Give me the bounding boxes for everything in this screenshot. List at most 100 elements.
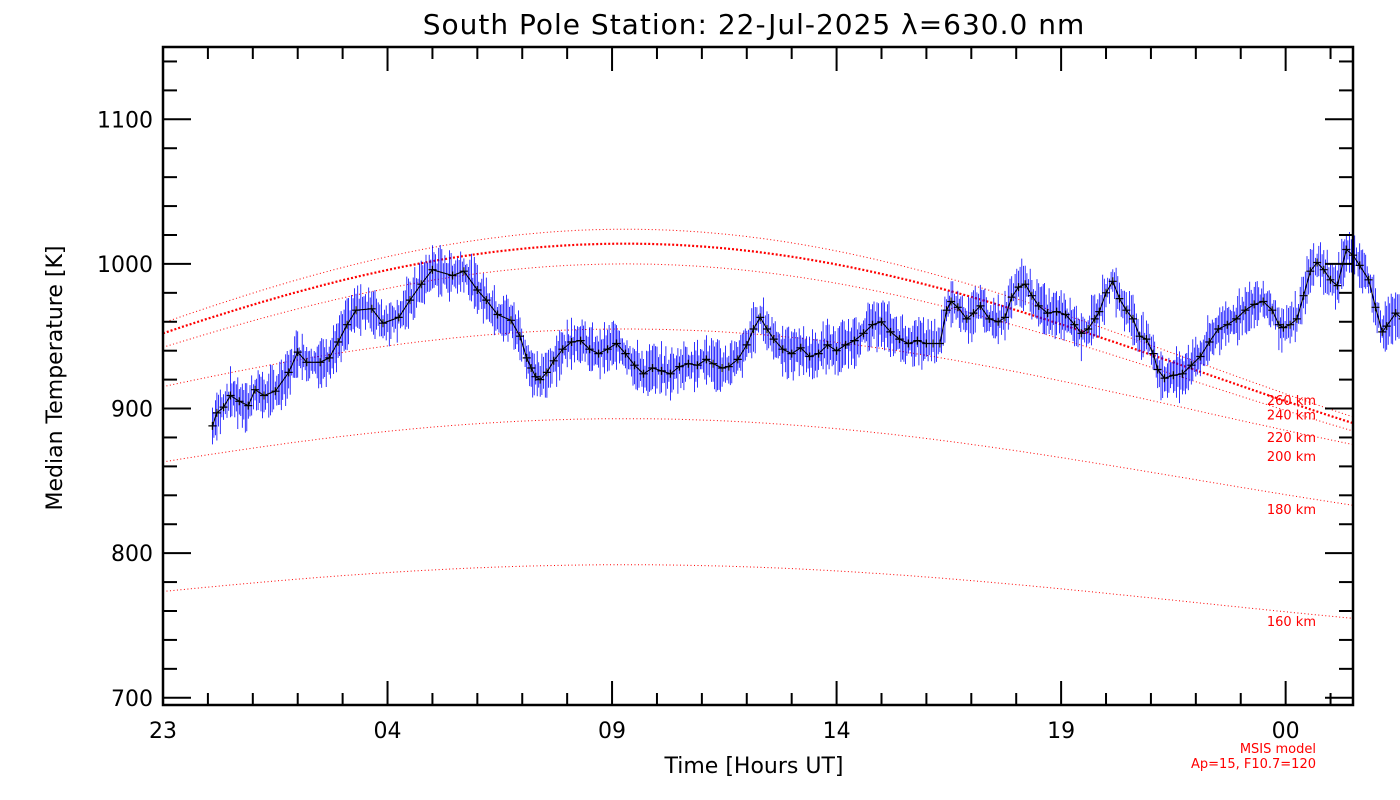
- data-point: [1122, 306, 1131, 315]
- data-point: [969, 309, 978, 318]
- data-point: [769, 335, 778, 344]
- y-tick-label: 900: [111, 398, 153, 423]
- data-point: [1095, 307, 1104, 316]
- data-point: [459, 267, 468, 276]
- data-point: [994, 317, 1003, 326]
- data-point: [522, 353, 531, 362]
- data-point: [260, 391, 268, 400]
- data-point: [841, 340, 850, 349]
- data-point: [639, 369, 648, 378]
- data-point: [935, 339, 944, 348]
- data-point: [612, 339, 621, 348]
- data-point: [1090, 314, 1099, 323]
- data-point: [1274, 320, 1283, 329]
- data-point: [1135, 332, 1144, 341]
- data-point: [904, 339, 913, 348]
- data-point: [1333, 281, 1342, 290]
- x-tick-label: 09: [598, 719, 626, 744]
- data-point: [1153, 365, 1162, 374]
- data-point: [271, 387, 280, 396]
- data-point: [895, 335, 904, 344]
- axis-tick-labels: 23 04 09 14 19 00 700 800 900 1000 1100: [97, 108, 1300, 744]
- data-point: [1214, 325, 1223, 333]
- data-point: [985, 314, 994, 323]
- data-point: [1052, 307, 1061, 316]
- model-label-180-km: 180 km: [1267, 503, 1316, 518]
- data-point: [1306, 267, 1315, 276]
- data-point: [693, 361, 702, 370]
- data-point: [536, 375, 545, 384]
- data-point: [1160, 374, 1169, 383]
- data-point: [567, 338, 576, 346]
- data-point: [1014, 283, 1023, 292]
- data-point: [576, 336, 585, 345]
- data-point: [235, 397, 244, 406]
- data-point: [219, 403, 228, 412]
- y-tick-label: 1000: [97, 253, 153, 278]
- data-point: [724, 362, 733, 371]
- data-point: [406, 296, 414, 305]
- data-point: [1084, 325, 1093, 333]
- data-point: [1371, 303, 1380, 312]
- x-tick-label: 19: [1047, 719, 1075, 744]
- data-point: [293, 348, 302, 357]
- data-point: [787, 349, 796, 358]
- data-point: [1115, 294, 1124, 303]
- data-point: [244, 401, 253, 410]
- measured-temperature-series: [208, 245, 1400, 430]
- data-point: [749, 325, 758, 333]
- data-point: [585, 345, 594, 354]
- x-tick-label: 14: [823, 719, 851, 744]
- data-point: [516, 332, 524, 341]
- data-point: [709, 359, 718, 368]
- data-point: [531, 372, 540, 381]
- data-point: [733, 355, 742, 364]
- data-point: [1268, 306, 1277, 315]
- data-point: [367, 304, 376, 313]
- data-point: [1326, 275, 1335, 284]
- data-point: [648, 364, 657, 372]
- data-point: [913, 336, 922, 345]
- data-point: [448, 271, 457, 280]
- data-point: [493, 310, 502, 319]
- data-point: [284, 368, 293, 377]
- data-point: [1292, 314, 1301, 323]
- data-point: [778, 345, 787, 354]
- y-tick-label: 800: [111, 542, 153, 567]
- data-point: [1001, 313, 1009, 322]
- data-point: [1241, 306, 1250, 315]
- model-label-240-km: 240 km: [1267, 409, 1316, 424]
- data-point: [962, 314, 971, 323]
- data-point: [473, 286, 482, 294]
- data-point: [832, 346, 841, 355]
- data-point: [1342, 245, 1351, 254]
- data-point: [814, 349, 823, 358]
- data-point: [718, 364, 727, 372]
- error-bars: [211, 232, 1400, 445]
- data-point: [850, 336, 859, 345]
- data-point: [334, 338, 343, 346]
- data-point: [379, 319, 387, 328]
- data-point: [657, 366, 666, 375]
- y-tick-label: 1100: [97, 108, 153, 133]
- data-point: [1196, 352, 1205, 361]
- data-point: [1250, 300, 1259, 309]
- data-point: [886, 327, 895, 336]
- data-point: [417, 280, 426, 289]
- data-point: [325, 353, 334, 362]
- data-point: [527, 364, 536, 372]
- data-point: [1034, 301, 1043, 310]
- data-point: [1021, 280, 1030, 289]
- data-point: [1061, 310, 1070, 319]
- data-point: [558, 345, 567, 354]
- y-axis-label: Median Temperature [K]: [43, 246, 68, 511]
- data-point: [929, 339, 938, 348]
- data-point: [542, 368, 551, 377]
- data-point: [1205, 338, 1214, 346]
- model-label-220-km: 220 km: [1267, 431, 1316, 446]
- model-curve-160-km: [162, 564, 1354, 619]
- data-point: [742, 340, 751, 349]
- data-point: [1187, 361, 1196, 370]
